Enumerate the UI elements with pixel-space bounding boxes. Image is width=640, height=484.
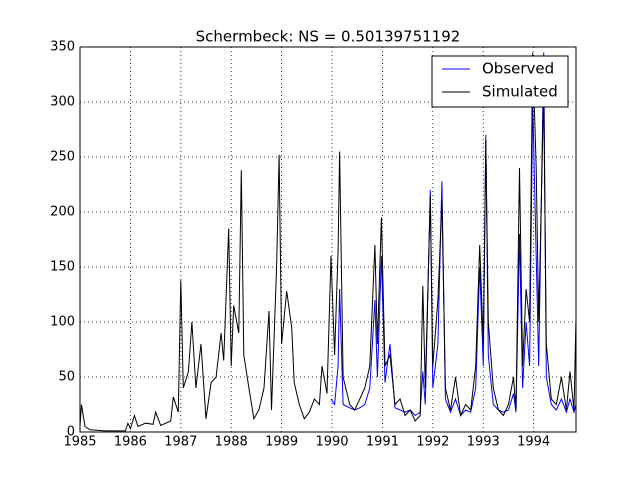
y-tick-label: 300	[50, 95, 75, 110]
y-tick-label: 100	[50, 315, 75, 330]
x-tick-label: 1992	[416, 435, 449, 450]
x-tick-label: 1987	[164, 435, 197, 450]
x-tick-label: 1993	[467, 435, 500, 450]
x-tick-label: 1990	[315, 435, 348, 450]
x-tick-label: 1986	[114, 435, 147, 450]
y-tick-label: 250	[50, 150, 75, 165]
y-tick-label: 350	[50, 40, 75, 55]
x-tick-label: 1991	[366, 435, 399, 450]
chart-title: Schermbeck: NS = 0.50139751192	[196, 28, 461, 46]
x-tick-label: 1988	[215, 435, 248, 450]
legend-box	[431, 55, 569, 108]
series-line	[330, 52, 577, 417]
x-tick-label: 1989	[265, 435, 298, 450]
series-line	[79, 52, 577, 432]
y-tick-label: 200	[50, 205, 75, 220]
y-tick-label: 50	[58, 370, 75, 385]
plot-frame	[79, 46, 577, 433]
legend-label: Simulated	[482, 83, 558, 101]
y-tick-label: 0	[67, 425, 75, 440]
y-tick-label: 150	[50, 260, 75, 275]
legend-label: Observed	[482, 60, 554, 78]
x-tick-label: 1985	[63, 435, 96, 450]
x-tick-label: 1994	[517, 435, 550, 450]
